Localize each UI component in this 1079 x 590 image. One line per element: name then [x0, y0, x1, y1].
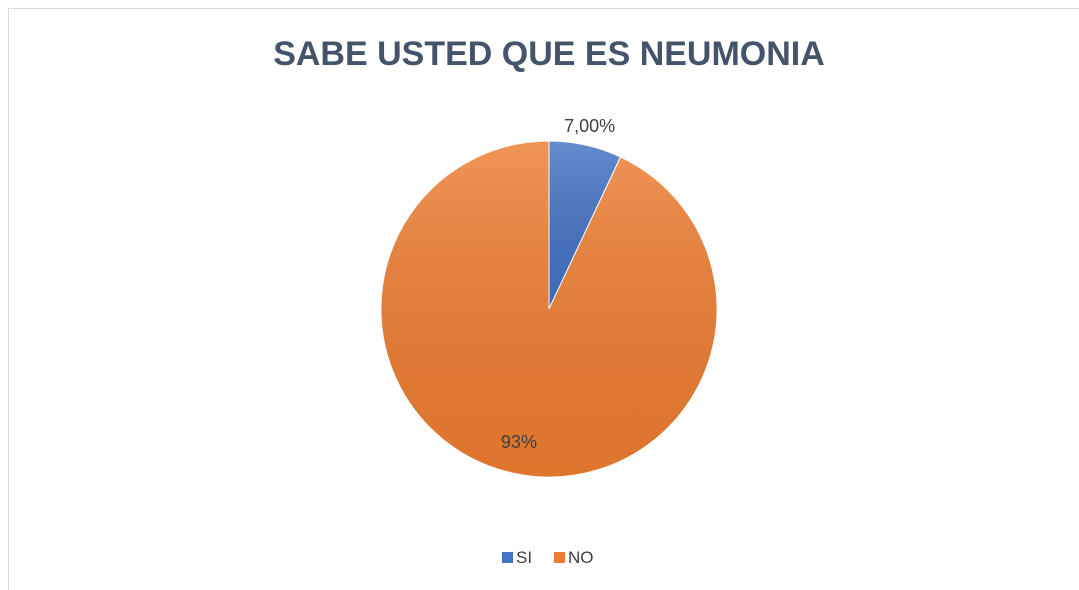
legend-label: SI [516, 548, 532, 567]
legend-label: NO [568, 548, 594, 567]
legend-swatch [502, 552, 513, 563]
data-label: 7,00% [564, 116, 615, 136]
legend-swatch [554, 552, 565, 563]
data-label: 93% [501, 432, 537, 452]
pie-slice [380, 140, 718, 478]
chart-title: SABE USTED QUE ES NEUMONIA [273, 35, 825, 73]
